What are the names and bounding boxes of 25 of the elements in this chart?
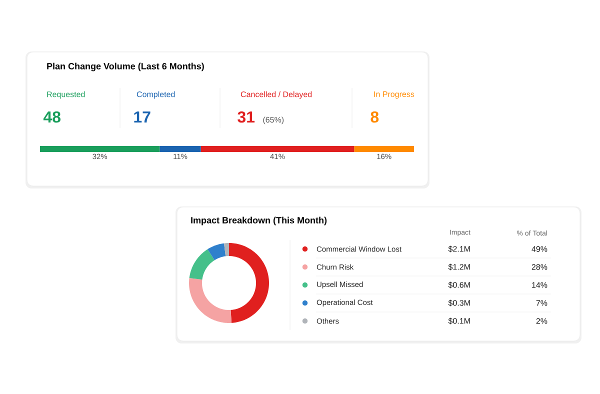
- text: $0.6M: [448, 282, 470, 288]
- data-label: 28%: [532, 264, 548, 270]
- text: In Progress: [374, 91, 414, 99]
- text: (65%): [263, 116, 284, 124]
- text: $2.1M: [448, 246, 470, 252]
- text: $1.2M: [448, 264, 470, 270]
- text: Requested: [47, 91, 85, 99]
- text: 8: [370, 111, 379, 123]
- text: Completed: [136, 91, 175, 99]
- text: 17: [134, 111, 150, 123]
- bar: [200, 146, 354, 152]
- data-label: 2%: [536, 318, 548, 324]
- text: $0.3M: [448, 300, 470, 306]
- bar: [40, 146, 160, 152]
- text: 48: [43, 111, 61, 123]
- bar: [160, 146, 201, 152]
- text: 31: [238, 111, 255, 123]
- text: $0.1M: [448, 318, 470, 324]
- chart-title: Plan Change Volume (Last 6 Months): [47, 62, 204, 72]
- text: Cancelled / Delayed: [240, 91, 312, 99]
- data-label: 14%: [532, 282, 548, 288]
- data-label: 49%: [532, 246, 548, 252]
- bar: [354, 146, 414, 152]
- data-label: 7%: [536, 300, 548, 306]
- chart-title: Impact Breakdown (This Month): [191, 216, 327, 226]
